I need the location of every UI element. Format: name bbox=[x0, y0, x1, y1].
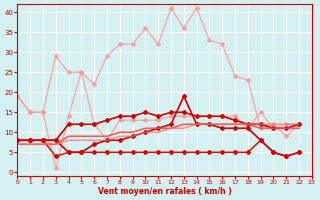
X-axis label: Vent moyen/en rafales ( km/h ): Vent moyen/en rafales ( km/h ) bbox=[98, 187, 231, 196]
